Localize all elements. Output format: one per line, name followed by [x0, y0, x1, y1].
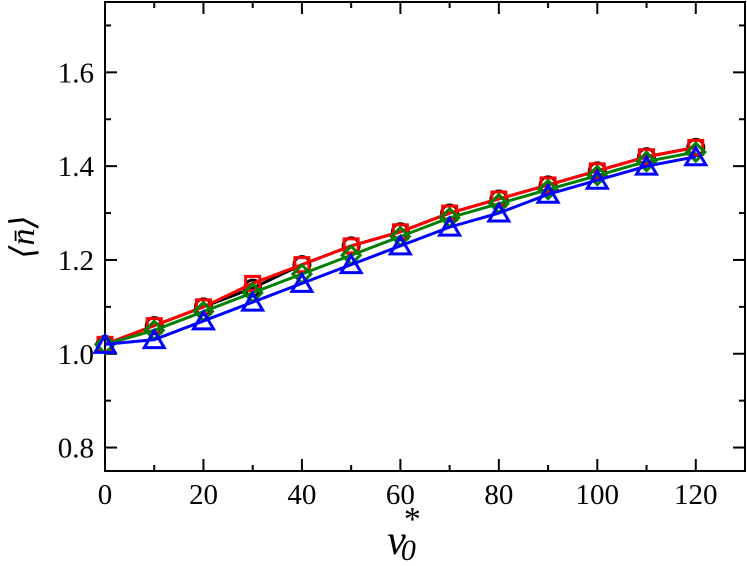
data-point-triangle: [387, 233, 414, 256]
data-point-triangle: [190, 308, 217, 331]
x-tick-label: 40: [287, 479, 316, 511]
y-tick-label: 1.0: [58, 339, 94, 371]
series-line: [104, 155, 697, 346]
x-axis-title-sup: *: [404, 501, 421, 538]
x-axis-title: v* 0: [387, 501, 421, 566]
data-point-triangle: [486, 201, 512, 223]
y-tick-label: 1.2: [58, 245, 94, 277]
data-point-diamond: [684, 140, 707, 164]
x-axis-title-main: v: [387, 518, 406, 564]
data-point-triangle: [141, 327, 167, 350]
y-tick-label: 0.8: [58, 433, 94, 465]
x-tick-label: 20: [189, 479, 218, 511]
data-point-triangle: [240, 290, 266, 312]
plot-frame: [104, 1, 746, 472]
data-point-triangle: [436, 215, 463, 237]
y-axis-ticks: 0.8 1.0 1.2 1.4 1.6: [58, 24, 745, 465]
series-triangle: [92, 144, 709, 354]
x-tick-label: 100: [576, 479, 620, 511]
series-layer: [92, 137, 709, 356]
data-point-triangle: [683, 144, 709, 167]
data-point-square: [588, 162, 606, 180]
data-point-diamond: [536, 178, 560, 201]
y-axis-title: ⟨n̄⟩: [5, 215, 42, 259]
data-point-square: [539, 176, 557, 194]
data-point-diamond: [586, 164, 609, 187]
data-point-triangle: [289, 271, 315, 293]
data-point-triangle: [92, 332, 118, 354]
data-point-triangle: [535, 182, 561, 204]
data-point-triangle: [338, 252, 364, 275]
x-tick-label: 60: [386, 479, 415, 511]
y-tick-label: 1.4: [58, 151, 95, 183]
data-point-triangle: [584, 168, 610, 190]
data-point-square: [638, 148, 656, 166]
series-line: [104, 150, 697, 346]
y-tick-label: 1.6: [58, 57, 94, 89]
data-point-triangle: [633, 154, 660, 176]
x-axis-ticks: 0 20 40 60 80 100 120: [98, 2, 718, 511]
x-axis-title-sub: 0: [401, 534, 416, 566]
x-tick-label: 0: [98, 479, 113, 511]
data-point-square: [687, 138, 705, 156]
x-tick-label: 80: [484, 479, 513, 511]
data-point-diamond: [635, 150, 658, 173]
x-tick-label: 120: [674, 479, 718, 511]
